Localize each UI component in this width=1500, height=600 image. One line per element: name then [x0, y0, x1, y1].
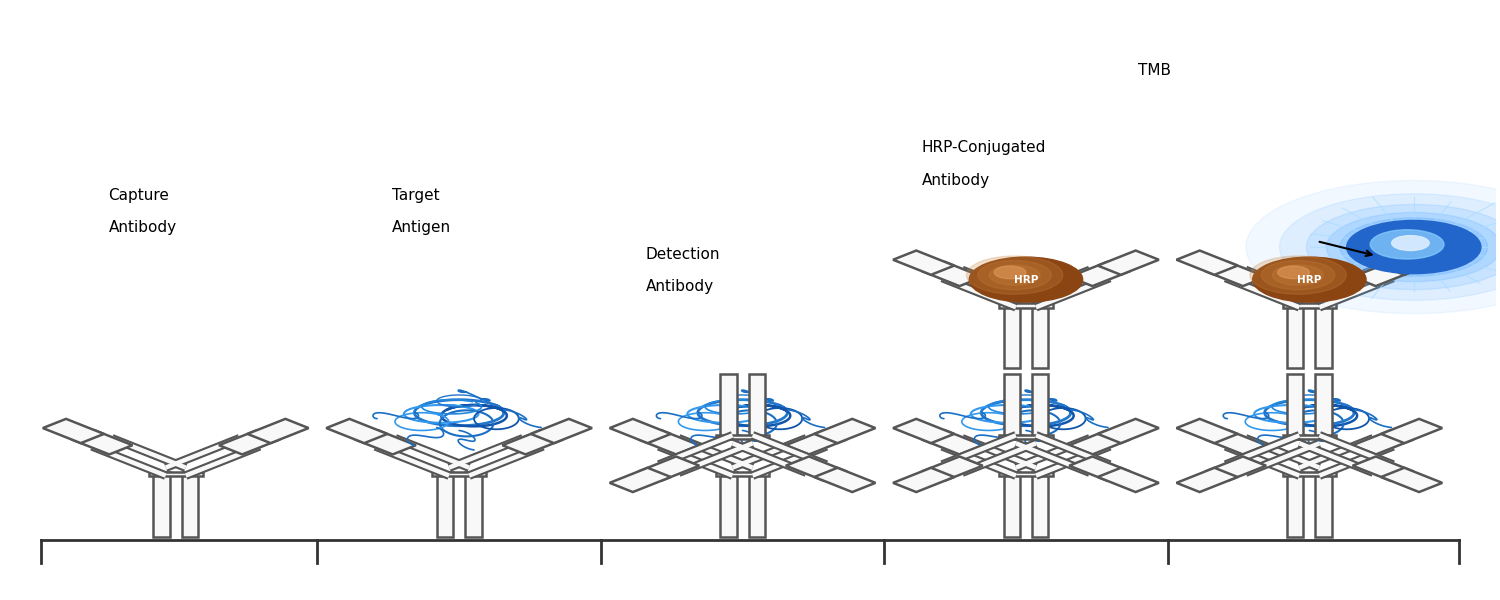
Bar: [1282, 434, 1336, 439]
Polygon shape: [921, 262, 982, 286]
Polygon shape: [1204, 430, 1266, 454]
Bar: [999, 434, 1053, 439]
Polygon shape: [219, 430, 280, 454]
Bar: [1282, 472, 1336, 476]
Polygon shape: [786, 457, 847, 481]
Polygon shape: [609, 419, 670, 443]
Bar: [1032, 303, 1048, 368]
Circle shape: [1262, 260, 1335, 290]
Circle shape: [1278, 266, 1310, 278]
Bar: [1316, 374, 1332, 439]
Polygon shape: [503, 430, 564, 454]
Polygon shape: [1353, 262, 1414, 286]
Bar: [1287, 374, 1304, 439]
Polygon shape: [815, 468, 876, 492]
Bar: [1282, 303, 1336, 308]
Bar: [716, 434, 770, 439]
Bar: [1287, 303, 1304, 368]
Text: HRP: HRP: [1014, 275, 1038, 284]
Bar: [182, 472, 198, 536]
Circle shape: [1246, 181, 1500, 314]
Circle shape: [1370, 230, 1444, 259]
Polygon shape: [786, 430, 847, 454]
Text: Antibody: Antibody: [108, 220, 177, 235]
Polygon shape: [531, 419, 592, 443]
Polygon shape: [815, 419, 876, 443]
Bar: [432, 472, 486, 476]
Polygon shape: [248, 419, 309, 443]
Text: Detection: Detection: [645, 247, 720, 262]
Polygon shape: [638, 430, 699, 454]
Polygon shape: [1070, 430, 1131, 454]
Text: TMB: TMB: [1138, 64, 1172, 79]
Polygon shape: [1098, 251, 1160, 275]
Polygon shape: [1070, 262, 1131, 286]
Bar: [148, 472, 202, 476]
Circle shape: [1272, 265, 1323, 285]
Bar: [1316, 472, 1332, 536]
Circle shape: [1392, 236, 1429, 251]
Polygon shape: [72, 430, 132, 454]
Circle shape: [969, 257, 1083, 302]
Polygon shape: [1070, 457, 1131, 481]
Bar: [1287, 472, 1304, 536]
Bar: [436, 472, 453, 536]
Polygon shape: [1204, 262, 1266, 286]
Bar: [716, 472, 770, 476]
Bar: [748, 374, 765, 439]
Polygon shape: [609, 468, 670, 492]
Circle shape: [1340, 218, 1488, 277]
Text: HRP: HRP: [1298, 275, 1322, 284]
Polygon shape: [1353, 430, 1414, 454]
Text: Target: Target: [392, 188, 439, 203]
Polygon shape: [1382, 419, 1443, 443]
Bar: [720, 374, 736, 439]
Polygon shape: [892, 419, 954, 443]
Polygon shape: [1176, 251, 1238, 275]
Bar: [1004, 303, 1020, 368]
Bar: [999, 303, 1053, 308]
Polygon shape: [44, 419, 104, 443]
Polygon shape: [1204, 457, 1266, 481]
Polygon shape: [892, 251, 954, 275]
Bar: [1004, 374, 1020, 439]
Polygon shape: [1176, 419, 1238, 443]
Polygon shape: [921, 457, 982, 481]
Bar: [153, 472, 170, 536]
Bar: [1032, 472, 1048, 536]
Text: Antibody: Antibody: [645, 279, 714, 294]
Polygon shape: [1382, 468, 1443, 492]
Bar: [1004, 472, 1020, 536]
Bar: [465, 472, 482, 536]
Circle shape: [994, 266, 1026, 278]
Circle shape: [1250, 256, 1346, 294]
Bar: [999, 472, 1053, 476]
Text: Antigen: Antigen: [392, 220, 452, 235]
Circle shape: [1306, 205, 1500, 290]
Circle shape: [1326, 212, 1500, 281]
Circle shape: [978, 260, 1052, 290]
Polygon shape: [892, 468, 954, 492]
Polygon shape: [921, 430, 982, 454]
Polygon shape: [354, 430, 416, 454]
Bar: [1316, 303, 1332, 368]
Circle shape: [1280, 194, 1500, 300]
Text: Antibody: Antibody: [921, 173, 990, 188]
Text: HRP-Conjugated: HRP-Conjugated: [921, 140, 1046, 155]
Circle shape: [966, 256, 1064, 294]
Circle shape: [988, 265, 1039, 285]
Polygon shape: [1382, 251, 1443, 275]
Polygon shape: [1176, 468, 1238, 492]
Polygon shape: [1353, 457, 1414, 481]
Bar: [1032, 374, 1048, 439]
Polygon shape: [1098, 419, 1160, 443]
Polygon shape: [1098, 468, 1160, 492]
Circle shape: [1252, 257, 1366, 302]
Text: Capture: Capture: [108, 188, 170, 203]
Bar: [720, 472, 736, 536]
Polygon shape: [638, 457, 699, 481]
Circle shape: [1347, 220, 1480, 274]
Polygon shape: [326, 419, 387, 443]
Bar: [748, 472, 765, 536]
